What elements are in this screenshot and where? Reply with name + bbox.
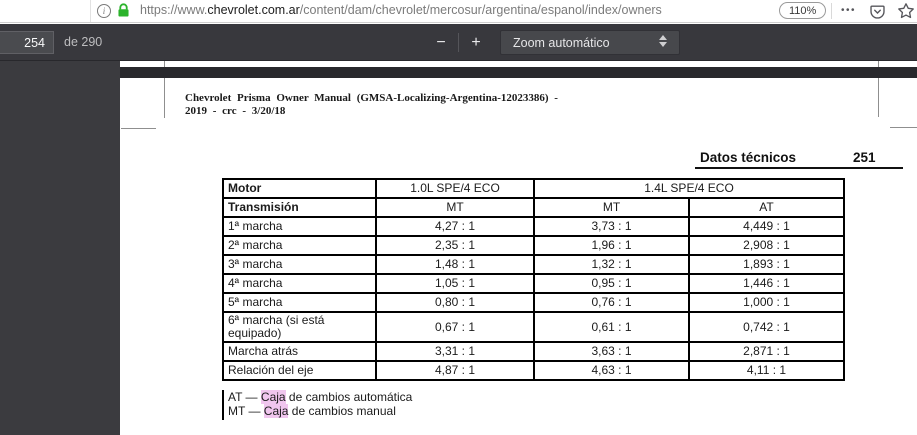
cell-value: 0,61 : 1 bbox=[533, 311, 690, 343]
zoom-out-button[interactable]: − bbox=[436, 33, 446, 51]
header-engine-2: 1.4L SPE/4 ECO bbox=[533, 178, 845, 199]
url-text[interactable]: https://www.chevrolet.com.ar/content/dam… bbox=[140, 3, 775, 20]
manual-header-line1: Chevrolet Prisma Owner Manual (GMSA-Loca… bbox=[185, 92, 558, 104]
search-highlight: Caja bbox=[263, 403, 289, 418]
manual-header-line2: 2019 - crc - 3/20/18 bbox=[185, 105, 286, 117]
cell-value: 2,908 : 1 bbox=[688, 235, 845, 256]
address-bar-separator bbox=[831, 3, 832, 19]
page-actions-icon[interactable]: ••• bbox=[841, 5, 857, 16]
cell-value: 1,32 : 1 bbox=[533, 254, 690, 275]
cell-value: 4,87 : 1 bbox=[375, 360, 535, 381]
previous-page-bottom bbox=[120, 61, 917, 67]
table-row: Transmisión MT MT AT bbox=[222, 197, 845, 218]
url-prefix: https://www. bbox=[140, 3, 208, 17]
cell-value: 0,76 : 1 bbox=[533, 292, 690, 313]
cell-value: 1,05 : 1 bbox=[375, 273, 535, 294]
row-label: 4ª marcha bbox=[222, 273, 377, 294]
header-motor: Motor bbox=[222, 178, 377, 199]
footnote-prefix: MT — bbox=[228, 403, 264, 418]
footnote-line: MT — Caja de cambios manual bbox=[228, 403, 412, 419]
section-page-number: 251 bbox=[853, 150, 876, 165]
section-title: Datos técnicos bbox=[700, 150, 797, 165]
cell-value: 1,893 : 1 bbox=[688, 254, 845, 275]
cell-value: 0,80 : 1 bbox=[375, 292, 535, 313]
cell-value: 3,73 : 1 bbox=[533, 216, 690, 237]
zoom-level-button[interactable]: 110% bbox=[779, 2, 827, 19]
page-gap bbox=[120, 67, 917, 78]
cell-value: 0,67 : 1 bbox=[375, 311, 535, 343]
pdf-toolbar: de 290 − + Zoom automático bbox=[0, 24, 917, 61]
cell-value: 0,742 : 1 bbox=[688, 311, 845, 343]
section-underline bbox=[695, 167, 903, 169]
manual-header: Chevrolet Prisma Owner Manual (GMSA-Loca… bbox=[185, 92, 705, 118]
cell-value: 3,31 : 1 bbox=[375, 341, 535, 362]
search-highlight: Caja bbox=[260, 390, 286, 404]
row-label: 2ª marcha bbox=[222, 235, 377, 256]
row-label: Marcha atrás bbox=[222, 341, 377, 362]
cell-value: 4,449 : 1 bbox=[688, 216, 845, 237]
page-count-label: de 290 bbox=[64, 35, 103, 49]
zoom-mode-label: Zoom automático bbox=[513, 35, 610, 50]
cell-value: 2,35 : 1 bbox=[375, 235, 535, 256]
url-domain: chevrolet.com.ar bbox=[207, 3, 300, 17]
table-row: Marcha atrás 3,31 : 1 3,63 : 1 2,871 : 1 bbox=[222, 341, 845, 362]
zoom-in-button[interactable]: + bbox=[471, 33, 481, 51]
row-label: 3ª marcha bbox=[222, 254, 377, 275]
bookmark-star-icon[interactable] bbox=[897, 2, 915, 25]
footnote-line: AT — Caja de cambios automática bbox=[228, 390, 413, 405]
address-bar-divider bbox=[90, 0, 91, 22]
url-path: /content/dam/chevrolet/mercosur/argentin… bbox=[299, 3, 662, 17]
crop-mark bbox=[164, 61, 165, 118]
table-row: 5ª marcha 0,80 : 1 0,76 : 1 1,000 : 1 bbox=[222, 292, 845, 313]
table-row: Motor 1.0L SPE/4 ECO 1.4L SPE/4 ECO bbox=[222, 178, 845, 199]
row-label: 1ª marcha bbox=[222, 216, 377, 237]
updown-arrows-icon bbox=[659, 35, 667, 47]
crop-mark bbox=[878, 61, 879, 117]
url-fade-overlay bbox=[735, 1, 780, 21]
zoom-mode-select[interactable]: Zoom automático bbox=[500, 30, 680, 55]
crop-mark bbox=[890, 127, 917, 128]
header-engine-1: 1.0L SPE/4 ECO bbox=[375, 178, 535, 199]
cell-value: 0,95 : 1 bbox=[533, 273, 690, 294]
header-transmission: Transmisión bbox=[222, 197, 377, 218]
pocket-icon[interactable] bbox=[869, 3, 886, 25]
table-row: Relación del eje 4,87 : 1 4,63 : 1 4,11 … bbox=[222, 360, 845, 381]
header-trans-mt2: MT bbox=[533, 197, 690, 218]
footnote-prefix: AT — bbox=[228, 390, 261, 404]
site-info-icon[interactable]: i bbox=[97, 4, 111, 18]
cell-value: 1,96 : 1 bbox=[533, 235, 690, 256]
cell-value: 3,63 : 1 bbox=[533, 341, 690, 362]
cell-value: 4,63 : 1 bbox=[533, 360, 690, 381]
cell-value: 1,48 : 1 bbox=[375, 254, 535, 275]
table-row: 4ª marcha 1,05 : 1 0,95 : 1 1,446 : 1 bbox=[222, 273, 845, 294]
cell-value: 4,11 : 1 bbox=[688, 360, 845, 381]
padlock-icon[interactable] bbox=[117, 3, 130, 23]
footnote-suffix: de cambios manual bbox=[288, 403, 396, 418]
table-row: 2ª marcha 2,35 : 1 1,96 : 1 2,908 : 1 bbox=[222, 235, 845, 256]
header-trans-mt1: MT bbox=[375, 197, 535, 218]
address-bar[interactable]: i https://www.chevrolet.com.ar/content/d… bbox=[0, 0, 917, 23]
row-label: Relación del eje bbox=[222, 360, 377, 381]
footnote-suffix: de cambios automática bbox=[285, 390, 413, 404]
crop-mark bbox=[121, 128, 156, 129]
toolbar-separator bbox=[458, 33, 459, 52]
cell-value: 1,000 : 1 bbox=[688, 292, 845, 313]
cell-value: 4,27 : 1 bbox=[375, 216, 535, 237]
row-label: 5ª marcha bbox=[222, 292, 377, 313]
header-trans-at: AT bbox=[688, 197, 845, 218]
table-row: 1ª marcha 4,27 : 1 3,73 : 1 4,449 : 1 bbox=[222, 216, 845, 237]
table-footnotes: AT — Caja de cambios automática MT — Caj… bbox=[222, 390, 412, 420]
cell-value: 1,446 : 1 bbox=[688, 273, 845, 294]
table-row: 6ª marcha (si está equipado) 0,67 : 1 0,… bbox=[222, 311, 845, 343]
row-label: 6ª marcha (si está equipado) bbox=[222, 311, 377, 343]
table-row: 3ª marcha 1,48 : 1 1,32 : 1 1,893 : 1 bbox=[222, 254, 845, 275]
gear-ratio-table: Motor 1.0L SPE/4 ECO 1.4L SPE/4 ECO Tran… bbox=[222, 178, 845, 381]
cell-value: 2,871 : 1 bbox=[688, 341, 845, 362]
page-number-input[interactable] bbox=[0, 31, 54, 54]
